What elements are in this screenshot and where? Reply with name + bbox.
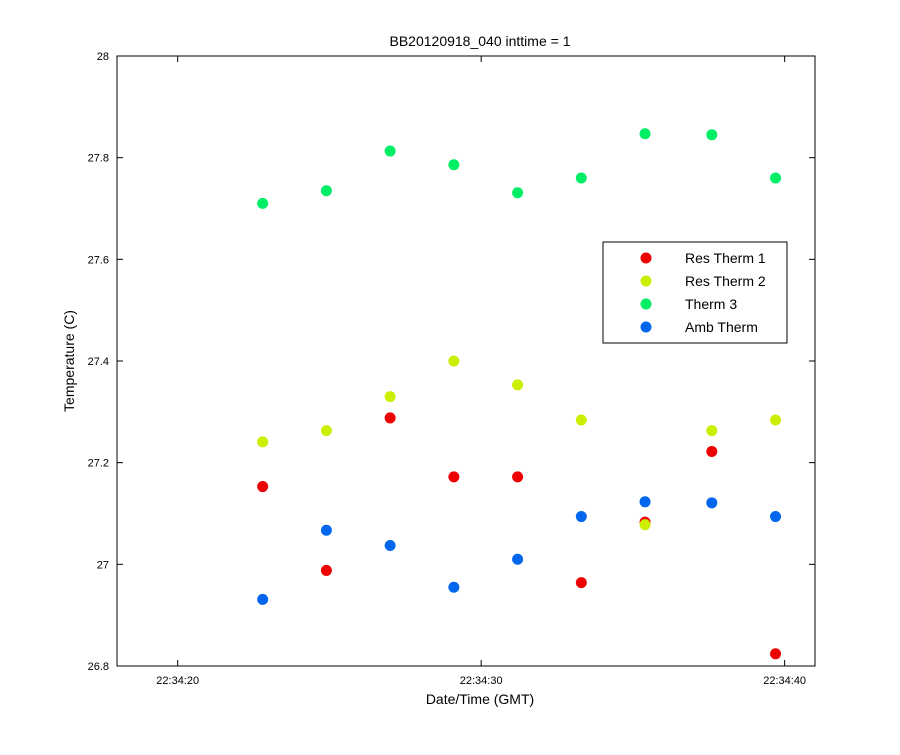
data-point-res-therm-2	[448, 355, 460, 367]
data-point-amb-therm	[575, 511, 587, 523]
legend-marker-res-therm-1	[640, 252, 652, 264]
data-point-therm-3	[384, 145, 396, 157]
legend-marker-therm-3	[640, 298, 652, 310]
data-point-res-therm-1	[320, 564, 332, 576]
x-axis-label: Date/Time (GMT)	[426, 691, 534, 707]
data-point-therm-3	[320, 185, 332, 197]
legend-box	[602, 241, 788, 344]
data-point-res-therm-1	[706, 445, 718, 457]
data-point-res-therm-2	[575, 414, 587, 426]
series-amb-therm	[257, 496, 782, 605]
series-res-therm-2	[257, 355, 782, 531]
data-point-therm-3	[706, 129, 718, 141]
data-point-amb-therm	[706, 497, 718, 509]
data-point-amb-therm	[770, 511, 782, 523]
data-point-res-therm-2	[770, 414, 782, 426]
data-point-res-therm-1	[384, 412, 396, 424]
data-point-therm-3	[448, 159, 460, 171]
legend-label-res-therm-1: Res Therm 1	[685, 250, 766, 266]
x-tick-label: 22:34:40	[763, 675, 806, 687]
y-tick-label: 27	[97, 559, 109, 571]
legend-marker-res-therm-2	[640, 275, 652, 287]
data-point-amb-therm	[384, 540, 396, 552]
legend-label-therm-3: Therm 3	[685, 296, 737, 312]
y-tick-label: 27.2	[88, 458, 109, 470]
data-points	[257, 128, 782, 660]
data-point-res-therm-1	[512, 471, 524, 483]
legend: Res Therm 1 Res Therm 2 Therm 3 Amb Ther…	[602, 241, 788, 344]
x-tick-label: 22:34:20	[156, 675, 199, 687]
data-point-res-therm-2	[257, 436, 269, 448]
data-point-amb-therm	[639, 496, 651, 508]
data-point-res-therm-1	[448, 471, 460, 483]
data-point-amb-therm	[257, 593, 269, 605]
data-point-therm-3	[639, 128, 651, 140]
data-point-res-therm-2	[639, 519, 651, 531]
y-tick-label: 27.8	[88, 153, 109, 165]
legend-label-res-therm-2: Res Therm 2	[685, 273, 766, 289]
data-point-res-therm-1	[575, 577, 587, 589]
y-tick-label: 28	[97, 51, 109, 63]
plot-area	[116, 55, 816, 667]
data-point-therm-3	[512, 187, 524, 199]
series-res-therm-1	[257, 412, 782, 660]
data-point-res-therm-2	[512, 379, 524, 391]
series-therm-3	[257, 128, 782, 209]
axis-ticks: 26.8 27 27.2 27.4 27.6 27.8 28 22:34:20 22:34:30…	[88, 51, 815, 687]
data-point-res-therm-2	[706, 425, 718, 437]
data-point-amb-therm	[448, 581, 460, 593]
legend-marker-amb-therm	[640, 321, 652, 333]
data-point-amb-therm	[512, 553, 524, 565]
y-tick-label: 26.8	[88, 661, 109, 673]
y-tick-label: 27.6	[88, 254, 109, 266]
legend-label-amb-therm: Amb Therm	[685, 319, 758, 335]
data-point-res-therm-2	[320, 425, 332, 437]
y-axis-label: Temperature (C)	[61, 310, 77, 412]
data-point-therm-3	[770, 172, 782, 184]
data-point-amb-therm	[320, 524, 332, 536]
chart-title: BB20120918_040 inttime = 1	[390, 33, 571, 49]
data-point-res-therm-1	[257, 481, 269, 493]
data-point-res-therm-2	[384, 391, 396, 403]
x-tick-label: 22:34:30	[460, 675, 503, 687]
data-point-therm-3	[257, 197, 269, 209]
y-tick-label: 27.4	[88, 356, 109, 368]
data-point-res-therm-1	[770, 648, 782, 660]
data-point-therm-3	[575, 172, 587, 184]
